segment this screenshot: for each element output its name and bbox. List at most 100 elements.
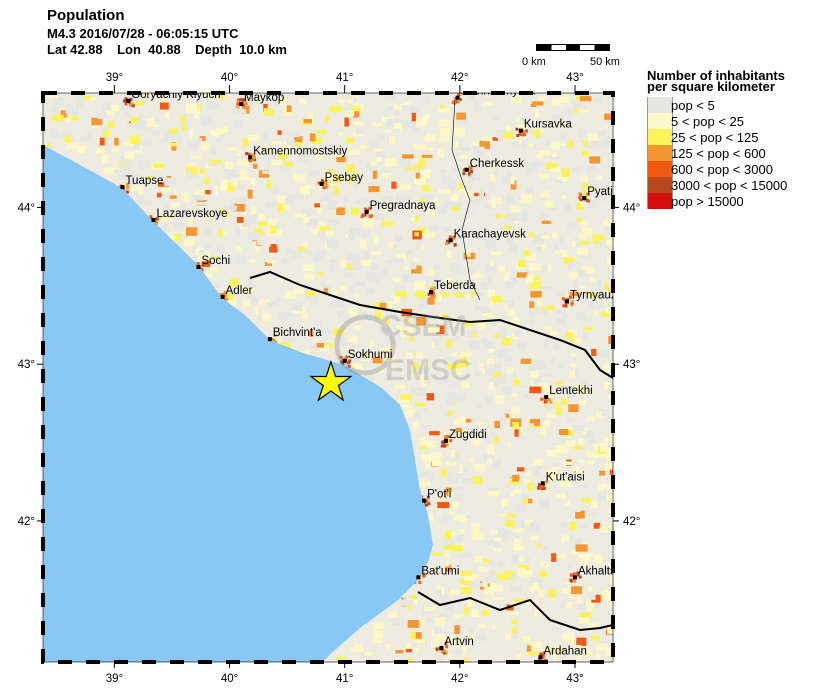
legend-swatch bbox=[647, 113, 673, 129]
legend-label: 3000 < pop < 15000 bbox=[671, 178, 788, 193]
lat-tick-label: 43° bbox=[623, 359, 640, 371]
city-marker bbox=[582, 196, 587, 201]
scale-bar-left-label: 0 km bbox=[522, 56, 546, 68]
legend-swatch bbox=[647, 161, 673, 177]
lon-tick-label: 43° bbox=[566, 673, 583, 685]
legend-swatch bbox=[647, 145, 673, 161]
city-label: Sochi bbox=[201, 255, 230, 267]
city-marker bbox=[422, 498, 427, 503]
legend-label: pop < 5 bbox=[671, 98, 715, 113]
legend-label: 25 < pop < 125 bbox=[671, 130, 759, 145]
city-marker bbox=[416, 575, 421, 580]
city-label: Pregradnaya bbox=[370, 200, 436, 212]
map-title: Population bbox=[47, 7, 125, 24]
legend-swatch bbox=[647, 97, 673, 113]
lat-tick-label: 42° bbox=[623, 516, 640, 528]
legend-subtitle: per square kilometer bbox=[647, 79, 775, 94]
lon-tick-label: 42° bbox=[451, 72, 468, 84]
city-label: Teberda bbox=[434, 280, 476, 292]
lon-tick-label: 40° bbox=[221, 72, 238, 84]
city-label: Sokhumi bbox=[348, 349, 393, 361]
city-label: Cherkessk bbox=[470, 158, 525, 170]
legend-label: 125 < pop < 600 bbox=[671, 146, 766, 161]
city-marker bbox=[342, 359, 347, 364]
legend-item: 5 < pop < 25 bbox=[647, 113, 816, 129]
legend-item: pop > 15000 bbox=[647, 193, 816, 209]
city-marker bbox=[239, 101, 244, 106]
city-marker bbox=[196, 264, 201, 269]
city-label: Kamennomostskiy bbox=[253, 145, 347, 157]
city-marker bbox=[151, 217, 156, 222]
city-marker bbox=[429, 290, 434, 295]
population-density-raster bbox=[45, 93, 613, 662]
city-marker bbox=[248, 155, 253, 160]
city-marker bbox=[464, 167, 469, 172]
city-label: Ardahan bbox=[543, 645, 586, 657]
border-line bbox=[249, 270, 613, 379]
city-label: Pyatigorsk bbox=[587, 186, 641, 198]
legend-item: 125 < pop < 600 bbox=[647, 145, 816, 161]
city-label: Bat'umi bbox=[421, 565, 459, 577]
city-marker bbox=[544, 395, 549, 400]
lat-tick-label: 44° bbox=[18, 202, 35, 214]
city-label: Akhaltsikhe bbox=[578, 565, 637, 577]
city-labels: Goryachiy Klyuch Maykop Nevinnomyssk Kursav… bbox=[120, 86, 641, 660]
city-marker bbox=[126, 98, 131, 103]
city-label: Zugdidi bbox=[449, 429, 487, 441]
legend-swatch bbox=[647, 193, 673, 209]
city-label: Bichvint'a bbox=[273, 327, 322, 339]
lon-tick-label: 42° bbox=[451, 673, 468, 685]
city-marker bbox=[267, 337, 272, 342]
lon-tick-label: 39° bbox=[106, 673, 123, 685]
city-label: P'ot'i bbox=[427, 489, 451, 501]
axis-ticks: 39° 39° 40° 40° 41° 41° 42° 42° 43° 43° 44° 44° 43° 4… bbox=[18, 72, 641, 685]
legend-item: pop < 5 bbox=[647, 97, 816, 113]
city-marker bbox=[220, 294, 225, 299]
legend-item: 25 < pop < 125 bbox=[647, 129, 816, 145]
city-label: Goryachiy Klyuch bbox=[131, 89, 220, 101]
lon-tick-label: 41° bbox=[336, 72, 353, 84]
legend-title: Number of inhabitants bbox=[647, 68, 785, 83]
city-label: Nevinnomyssk bbox=[461, 86, 536, 98]
city-marker bbox=[564, 299, 569, 304]
city-label: Tyrnyauz bbox=[570, 289, 617, 301]
emsc-watermark: CSEM EMSC bbox=[334, 310, 472, 387]
legend-label: 5 < pop < 25 bbox=[671, 114, 745, 129]
city-marker bbox=[444, 438, 449, 443]
city-label: Psebay bbox=[325, 172, 364, 184]
city-marker bbox=[439, 645, 444, 650]
legend-label: 600 < pop < 3000 bbox=[671, 162, 773, 177]
black-sea bbox=[43, 145, 433, 662]
watermark-emsc: EMSC bbox=[385, 354, 472, 387]
lat-tick-label: 42° bbox=[18, 516, 35, 528]
city-marker bbox=[120, 185, 125, 190]
city-label: K'ut'aisi bbox=[546, 471, 585, 483]
scale-bar bbox=[536, 44, 610, 51]
city-label: Adler bbox=[226, 285, 253, 297]
scale-bar-right-label: 50 km bbox=[590, 56, 620, 68]
lon-tick-label: 43° bbox=[566, 72, 583, 84]
border-line bbox=[451, 99, 481, 301]
city-label: Lazarevskoye bbox=[157, 208, 228, 220]
watermark-csem: CSEM bbox=[380, 310, 467, 343]
city-label: Maykop bbox=[244, 92, 284, 104]
legend-item: 600 < pop < 3000 bbox=[647, 161, 816, 177]
city-marker bbox=[455, 95, 460, 100]
city-marker bbox=[319, 181, 324, 186]
city-label: Karachayevsk bbox=[454, 228, 526, 240]
city-label: Kursavka bbox=[524, 119, 573, 131]
lon-tick-label: 41° bbox=[336, 673, 353, 685]
country-borders bbox=[249, 99, 613, 632]
city-marker bbox=[364, 210, 369, 215]
city-marker bbox=[540, 481, 545, 486]
city-marker bbox=[448, 238, 453, 243]
legend-item: 3000 < pop < 15000 bbox=[647, 177, 816, 193]
city-marker bbox=[573, 575, 577, 580]
city-marker bbox=[518, 128, 523, 133]
city-label: Artvin bbox=[444, 636, 473, 648]
legend-label: pop > 15000 bbox=[671, 194, 744, 209]
lon-tick-label: 39° bbox=[106, 72, 123, 84]
lat-tick-label: 43° bbox=[18, 359, 35, 371]
lat-tick-label: 44° bbox=[623, 202, 640, 214]
